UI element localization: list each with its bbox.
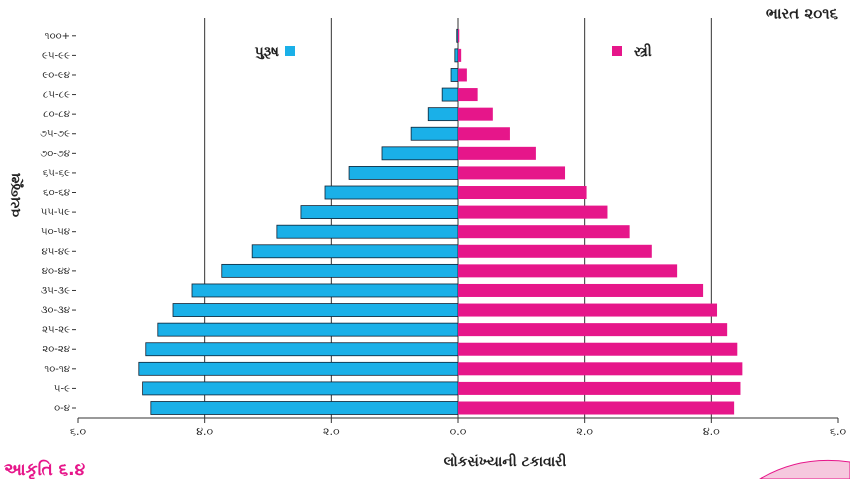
bar — [458, 68, 467, 82]
x-axis-label: લોકસંખ્યાની ટકાવારી — [444, 452, 567, 470]
bar — [454, 48, 459, 63]
bar — [251, 244, 459, 259]
bar — [458, 303, 718, 317]
bar — [410, 126, 459, 141]
bar — [427, 107, 459, 122]
bar — [458, 186, 587, 200]
y-tick-label: ૮૫-૮૯ — [43, 90, 70, 101]
y-tick-label: ૫૦-૫૪ — [41, 227, 70, 238]
y-tick-label: ૮૦-૮૪ — [43, 109, 70, 120]
y-axis-label: વયજૂથ — [8, 173, 24, 217]
bar — [450, 68, 459, 82]
y-tick-label: ૩૦-૩૪ — [41, 305, 70, 316]
bar — [458, 29, 460, 43]
bar — [276, 224, 459, 239]
bar — [138, 361, 459, 376]
y-tick-label: ૨૦-૨૪ — [42, 344, 70, 355]
y-tick-label: ૯૦-૯૪ — [42, 70, 70, 81]
bar — [458, 88, 478, 102]
y-tick-label: ૬૫-૬૯ — [43, 168, 70, 179]
bar — [458, 48, 462, 62]
bar — [381, 146, 459, 161]
bar — [458, 264, 678, 278]
bar — [157, 322, 459, 337]
bar — [458, 381, 741, 395]
x-tick-label: ૬.૦ — [830, 425, 847, 438]
bar — [458, 225, 630, 239]
bar — [348, 166, 459, 180]
y-tick-label: ૬૦-૬૪ — [43, 188, 70, 199]
bar — [456, 28, 459, 43]
x-tick-label: ૦.૦ — [450, 425, 467, 438]
legend-label: પુરૂષ — [255, 44, 280, 60]
caption: આકૃતિ ૬.૪ — [4, 459, 86, 479]
x-tick-label: ૪.૦ — [703, 425, 720, 438]
y-tick-label: ૭૫-૭૯ — [40, 129, 70, 140]
bar — [150, 401, 459, 415]
y-tick-label: ૪૦-૪૪ — [42, 266, 70, 277]
bar — [221, 263, 459, 278]
y-tick-label: ૨૫-૨૯ — [42, 325, 70, 336]
bar — [142, 381, 459, 396]
y-tick-label: ૫૫-૫૯ — [41, 207, 70, 218]
y-tick-label: ૭૦-૭૪ — [40, 148, 70, 159]
y-tick-label: ૧૦૦+ — [45, 31, 70, 42]
x-tick-label: ૪.૦ — [196, 425, 213, 438]
bar — [458, 283, 704, 297]
bar — [145, 342, 459, 357]
bar — [172, 303, 459, 317]
bar — [458, 342, 738, 356]
bar — [324, 185, 459, 200]
bar — [458, 166, 566, 180]
bar — [458, 362, 743, 376]
bar — [458, 127, 510, 141]
y-tick-label: ૦-૪ — [54, 403, 70, 414]
bar — [458, 401, 735, 415]
bar — [458, 244, 652, 258]
bar — [458, 323, 728, 337]
y-tick-label: ૪૫-૪૯ — [42, 246, 71, 257]
y-tick-label: ૫-૯ — [54, 383, 70, 394]
bar — [458, 107, 493, 121]
legend-swatch — [285, 46, 295, 56]
y-tick-label: ૯૫-૯૯ — [42, 50, 70, 61]
x-tick-label: ૬.૦ — [70, 425, 87, 438]
legend-swatch — [612, 46, 622, 56]
bar — [458, 205, 608, 219]
bar — [191, 283, 459, 298]
y-tick-label: ૧૦-૧૪ — [44, 364, 70, 375]
y-tick-label: ૩૫-૩૯ — [41, 285, 70, 296]
chart-title: ભારત ૨૦૧૬ — [766, 5, 839, 23]
decoration — [759, 459, 850, 479]
legend-label: સ્ત્રી — [634, 43, 652, 60]
x-tick-label: ૨.૦ — [323, 425, 340, 438]
bar — [441, 87, 459, 102]
x-tick-label: ૨.૦ — [576, 425, 593, 438]
bar — [300, 205, 459, 220]
bar — [458, 146, 536, 160]
